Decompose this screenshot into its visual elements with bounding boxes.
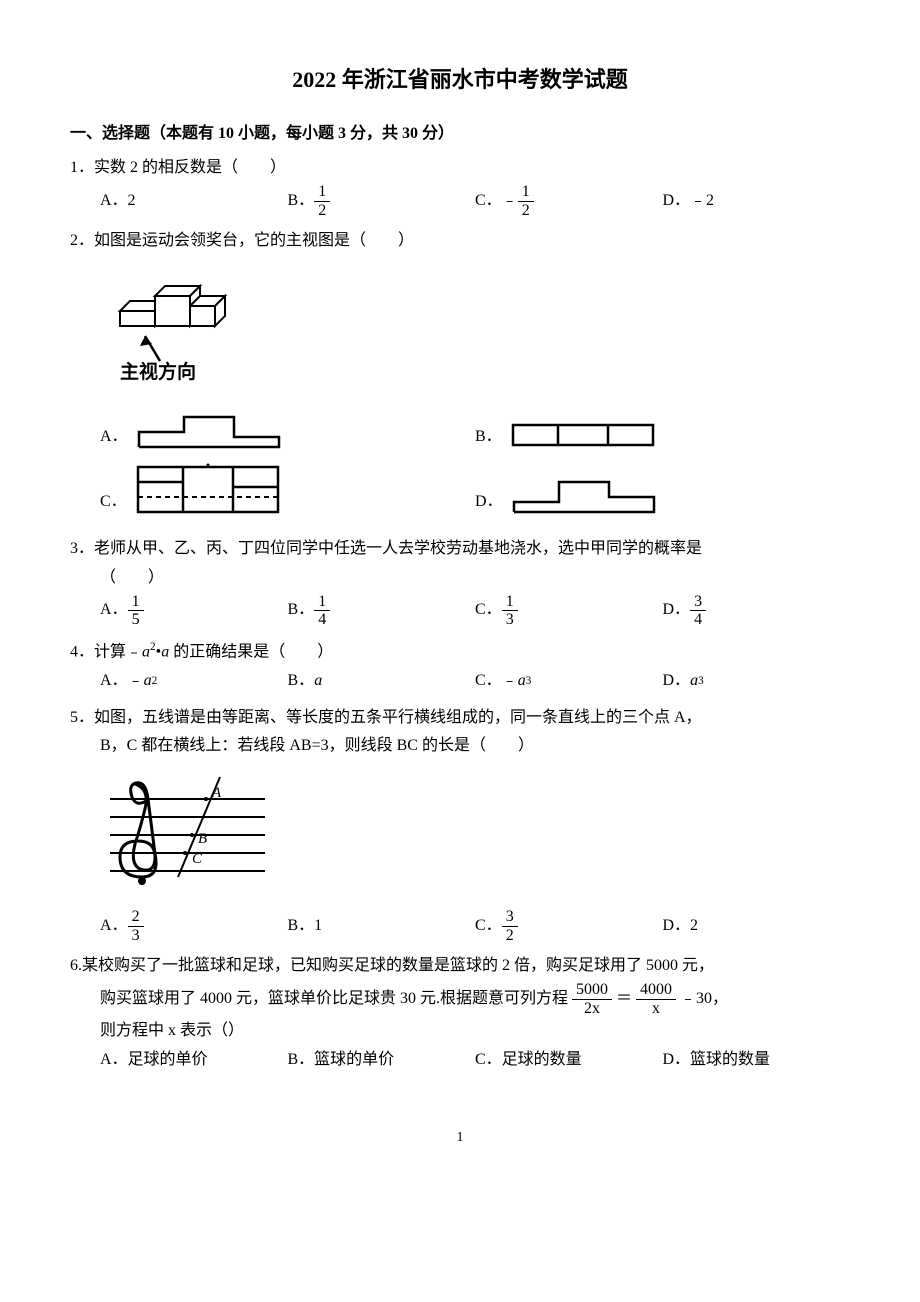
- page-number: 1: [70, 1125, 850, 1150]
- q6-opt-c: C．足球的数量: [475, 1046, 663, 1075]
- q1-opt-c: C．﹣ 12: [475, 183, 663, 219]
- q3-opt-d: D． 34: [663, 593, 851, 629]
- q2-opt-d: D．: [475, 462, 850, 517]
- q2-text: 2．如图是运动会领奖台，它的主视图是（ ）: [70, 227, 850, 256]
- q6-text-3: 则方程中 x 表示（）: [70, 1017, 850, 1046]
- q5-opt-d: D．2: [663, 908, 851, 944]
- section-header: 一、选择题（本题有 10 小题，每小题 3 分，共 30 分）: [70, 120, 850, 149]
- page-title: 2022 年浙江省丽水市中考数学试题: [70, 60, 850, 100]
- q4-opt-a: A．﹣a2: [100, 667, 288, 696]
- q2-opt-c: C．: [100, 462, 475, 517]
- fraction: 12: [314, 183, 330, 219]
- q4-text: 4．计算﹣a2•a 的正确结果是（ ）: [70, 637, 850, 667]
- q3-text-2: （ ）: [70, 564, 850, 593]
- music-staff-icon: A B C: [100, 769, 270, 889]
- q1-opt-b: B． 12: [288, 183, 476, 219]
- q4-opt-d: D．a3: [663, 667, 851, 696]
- svg-text:A: A: [211, 785, 222, 801]
- q3-opt-a: A． 15: [100, 593, 288, 629]
- question-2: 2．如图是运动会领奖台，它的主视图是（ ） 主视方向 A． B．: [70, 227, 850, 527]
- svg-text:B: B: [198, 831, 207, 847]
- view-c-icon: [133, 462, 283, 517]
- q6-text-1: 6.某校购买了一批篮球和足球，已知购买足球的数量是篮球的 2 倍，购买足球用了 …: [70, 952, 850, 981]
- q1-opt-a: A．2: [100, 183, 288, 219]
- q5-opt-a: A． 23: [100, 908, 288, 944]
- q5-opt-b: B．1: [288, 908, 476, 944]
- q5-text-2: B，C 都在横线上：若线段 AB=3，则线段 BC 的长是（ ）: [70, 732, 850, 761]
- question-4: 4．计算﹣a2•a 的正确结果是（ ） A．﹣a2 B．a C．﹣a3 D．a3: [70, 637, 850, 696]
- q3-text-1: 3．老师从甲、乙、丙、丁四位同学中任选一人去学校劳动基地浇水，选中甲同学的概率是: [70, 535, 850, 564]
- q4-opt-b: B．a: [288, 667, 476, 696]
- question-1: 1．实数 2 的相反数是（ ） A．2 B． 12 C．﹣ 12 D．﹣2: [70, 154, 850, 219]
- q3-opt-c: C． 13: [475, 593, 663, 629]
- q1-text: 1．实数 2 的相反数是（ ）: [70, 154, 850, 183]
- q5-opt-c: C． 32: [475, 908, 663, 944]
- svg-text:C: C: [192, 851, 203, 867]
- fraction: 12: [518, 183, 534, 219]
- q3-opt-b: B． 14: [288, 593, 476, 629]
- front-view-a-icon: [134, 407, 284, 452]
- q6-opt-a: A．足球的单价: [100, 1046, 288, 1075]
- q6-opt-b: B．篮球的单价: [288, 1046, 476, 1075]
- q4-opt-c: C．﹣a3: [475, 667, 663, 696]
- svg-text:主视方向: 主视方向: [120, 360, 196, 383]
- question-3: 3．老师从甲、乙、丙、丁四位同学中任选一人去学校劳动基地浇水，选中甲同学的概率是…: [70, 535, 850, 629]
- q2-opt-a: A．: [100, 407, 475, 452]
- back-view-d-icon: [509, 472, 659, 517]
- q2-opt-b: B．: [475, 407, 850, 452]
- q5-text-1: 5．如图，五线谱是由等距离、等长度的五条平行横线组成的，同一条直线上的三个点 A…: [70, 704, 850, 733]
- question-6: 6.某校购买了一批篮球和足球，已知购买足球的数量是篮球的 2 倍，购买足球用了 …: [70, 952, 850, 1075]
- question-5: 5．如图，五线谱是由等距离、等长度的五条平行横线组成的，同一条直线上的三个点 A…: [70, 704, 850, 945]
- q6-opt-d: D．篮球的数量: [663, 1046, 851, 1075]
- q6-text-2: 购买篮球用了 4000 元，篮球单价比足球贵 30 元.根据题意可列方程 500…: [70, 981, 850, 1017]
- q1-opt-d: D．﹣2: [663, 183, 851, 219]
- top-view-b-icon: [508, 417, 658, 452]
- podium-3d-icon: 主视方向: [100, 266, 230, 386]
